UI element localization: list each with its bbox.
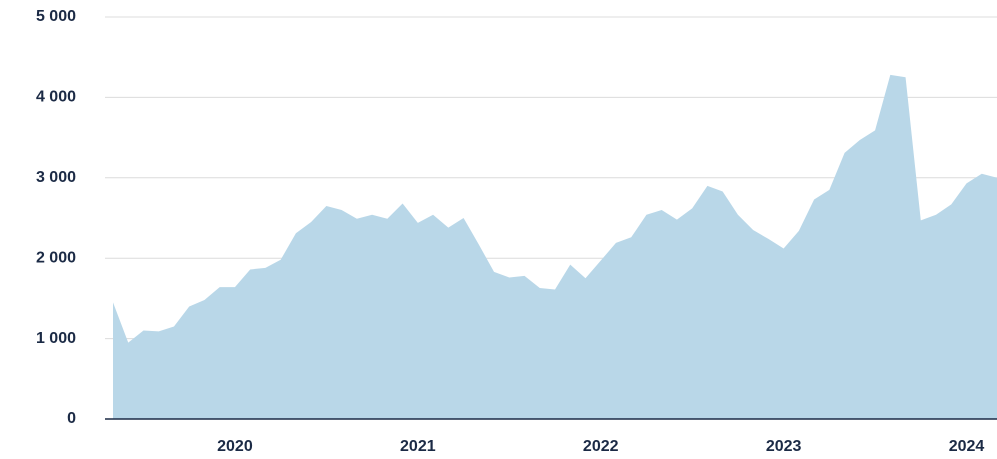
y-tick-label: 5 000 [36, 8, 76, 25]
y-tick-label: 1 000 [36, 330, 76, 347]
y-tick-label: 0 [67, 410, 76, 427]
x-tick-label: 2020 [217, 438, 253, 455]
x-tick-label: 2023 [766, 438, 802, 455]
y-tick-label: 3 000 [36, 169, 76, 186]
y-tick-label: 4 000 [36, 89, 76, 106]
area [113, 74, 997, 419]
y-tick-label: 2 000 [36, 249, 76, 266]
x-tick-label: 2021 [400, 438, 436, 455]
x-tick-label: 2024 [949, 438, 985, 455]
x-tick-label: 2022 [583, 438, 619, 455]
